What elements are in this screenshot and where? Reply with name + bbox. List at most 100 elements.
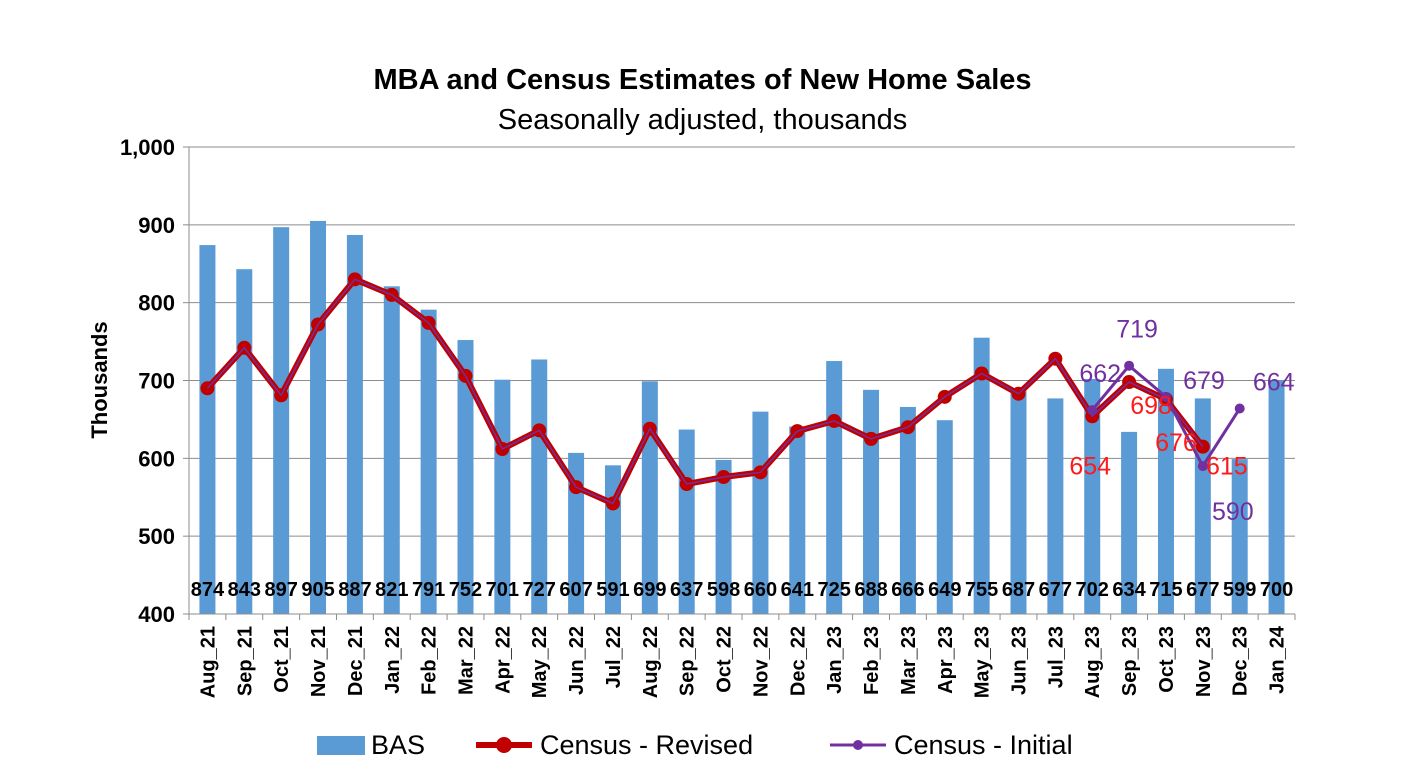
bar — [346, 234, 363, 614]
x-tick-label: Mar_23 — [898, 626, 920, 695]
y-axis-label: Thousands — [87, 321, 112, 438]
census-initial-data-label: 590 — [1212, 498, 1254, 526]
bar — [715, 459, 732, 614]
x-tick-label: Aug_21 — [197, 626, 219, 698]
axes — [183, 146, 1296, 620]
census-revised-data-label: 654 — [1069, 452, 1111, 480]
bar-labels: 874 843 897 905 887 821 791 752 701 727 607 591 699 6… — [191, 579, 1294, 601]
chart-title: MBA and Census Estimates of New Home Sal… — [373, 64, 1032, 96]
bar-data-label: 634 — [1112, 579, 1146, 601]
census-revised-data-label: 615 — [1206, 453, 1248, 481]
bar-data-label: 701 — [486, 579, 519, 601]
bar-data-label: 688 — [854, 579, 887, 601]
x-tick-label: Nov_21 — [308, 626, 330, 697]
x-tick-label: Sep_22 — [677, 626, 699, 696]
bar — [236, 269, 253, 614]
bar — [1231, 459, 1248, 614]
bar — [1047, 398, 1064, 614]
bar — [199, 245, 216, 614]
bar-data-label: 752 — [449, 579, 482, 601]
x-tick-label: Jul_23 — [1045, 626, 1067, 688]
x-tick-label: Oct_23 — [1156, 626, 1178, 693]
bar-data-label: 699 — [633, 579, 666, 601]
y-tick-label: 800 — [138, 291, 175, 316]
legend-swatch-bas — [317, 735, 365, 755]
x-tick-label: Mar_22 — [456, 626, 478, 695]
bar-data-label: 887 — [338, 579, 371, 601]
bar-data-label: 715 — [1149, 579, 1182, 601]
legend-item-census-initial: Census - Initial — [828, 728, 1073, 762]
x-tick-label: Oct_21 — [271, 626, 293, 693]
x-tick-label: Feb_23 — [861, 626, 883, 695]
bar-data-label: 677 — [1039, 579, 1072, 601]
bar — [752, 411, 769, 614]
bar-data-label: 677 — [1186, 579, 1219, 601]
x-tick-label: Sep_23 — [1119, 626, 1141, 696]
bar-data-label: 591 — [596, 579, 629, 601]
census-revised-data-label: 698 — [1130, 392, 1172, 420]
census-revised-data-label: 676 — [1155, 429, 1197, 457]
bar-data-label: 598 — [707, 579, 740, 601]
bar-data-label: 821 — [375, 579, 408, 601]
bar-data-label: 649 — [928, 579, 961, 601]
legend-swatch-census-revised — [476, 737, 532, 753]
y-tick-label: 1,000 — [120, 135, 175, 160]
chart-subtitle: Seasonally adjusted, thousands — [497, 104, 908, 136]
bar — [789, 426, 806, 614]
legend-label-census-revised: Census - Revised — [540, 729, 754, 760]
bar-data-label: 607 — [559, 579, 592, 601]
bar-data-label: 791 — [412, 579, 445, 601]
bar — [1084, 378, 1101, 614]
legend-label-bas: BAS — [371, 729, 426, 760]
bar-data-label: 641 — [781, 579, 814, 601]
x-tick-label: Apr_22 — [492, 626, 514, 694]
bar — [1010, 390, 1027, 614]
x-tick-label: Jan_24 — [1267, 625, 1289, 694]
bar — [273, 227, 290, 614]
bar — [420, 309, 437, 614]
bar — [973, 337, 990, 614]
bar-data-label: 897 — [264, 579, 297, 601]
bar — [383, 286, 400, 614]
census-initial-point — [1124, 360, 1135, 371]
bar-data-label: 666 — [891, 579, 924, 601]
y-tick-label: 700 — [138, 369, 175, 394]
bar — [568, 452, 585, 614]
bar-data-label: 702 — [1076, 579, 1109, 601]
bar — [531, 359, 548, 614]
x-tick-label: Jul_22 — [603, 626, 625, 688]
bar-data-label: 660 — [744, 579, 777, 601]
legend-item-bas: BAS — [317, 728, 425, 762]
x-tick-label: Aug_23 — [1082, 626, 1104, 698]
x-tick-label: May_23 — [972, 626, 994, 698]
bar — [1157, 368, 1174, 614]
legend-swatch-census-initial — [830, 740, 886, 750]
census-initial-data-label: 719 — [1116, 316, 1158, 344]
x-tick-label: May_22 — [529, 626, 551, 698]
census-initial-data-label: 679 — [1183, 367, 1225, 395]
census-initial-point — [1234, 403, 1245, 414]
x-tick-label: Jun_23 — [1009, 626, 1031, 695]
x-tick-label: Oct_22 — [714, 626, 736, 693]
y-tick-label: 500 — [138, 524, 175, 549]
legend-item-census-revised: Census - Revised — [474, 728, 753, 762]
census-initial-point — [1160, 391, 1171, 402]
census-initial-data-label: 664 — [1253, 369, 1295, 397]
y-tick-label: 900 — [138, 213, 175, 238]
x-tick-labels: Aug_21 Sep_21 Oct_21 Nov_21 Dec_21 Jan_22 Feb_… — [197, 625, 1288, 698]
x-tick-label: Nov_22 — [750, 626, 772, 697]
bar — [1268, 380, 1285, 614]
bar — [457, 340, 474, 614]
x-tick-label: Sep_21 — [234, 626, 256, 696]
x-tick-label: Aug_22 — [640, 626, 662, 698]
census-initial-point — [1197, 461, 1208, 472]
bar — [1121, 431, 1138, 614]
bar — [899, 406, 916, 614]
line-series: 654 698 676 615 662 719 679 590 664 — [200, 272, 1295, 526]
census-initial-point — [1087, 405, 1098, 416]
bar-data-label: 874 — [191, 579, 225, 601]
census-revised-overlay — [206, 278, 1204, 505]
bar-data-label: 905 — [301, 579, 334, 601]
legend: BAS Census - Revised Census - Initial — [0, 728, 1405, 762]
